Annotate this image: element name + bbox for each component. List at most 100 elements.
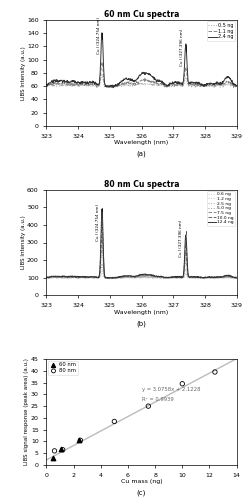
80 nm <box>52 447 56 455</box>
X-axis label: Wavelength (nm): Wavelength (nm) <box>114 140 169 145</box>
2.4 ng <box>94 79 97 85</box>
1.1 ng <box>94 82 97 88</box>
80 nm <box>180 380 184 388</box>
1.2 ng <box>172 274 175 280</box>
Line: 12.4 ng: 12.4 ng <box>46 209 237 278</box>
7.5 ng <box>235 275 238 281</box>
12.4 ng <box>189 274 192 280</box>
Title: 80 nm Cu spectra: 80 nm Cu spectra <box>104 180 179 188</box>
0.5 ng <box>45 82 48 88</box>
7.5 ng <box>172 274 175 280</box>
7.5 ng <box>94 274 97 280</box>
12.4 ng <box>173 274 175 280</box>
12.4 ng <box>45 274 48 280</box>
Line: 0.6 ng: 0.6 ng <box>46 274 237 278</box>
2.4 ng <box>189 80 192 86</box>
2.4 ng <box>158 78 161 84</box>
5.0 ng <box>94 274 97 280</box>
2.4 ng <box>112 84 114 90</box>
Y-axis label: LIBS Intensity (a.u.): LIBS Intensity (a.u.) <box>20 216 26 270</box>
0.6 ng <box>157 274 160 280</box>
5.0 ng <box>79 274 81 280</box>
Line: 7.5 ng: 7.5 ng <box>46 236 237 279</box>
1.1 ng <box>158 80 161 86</box>
1.1 ng <box>173 82 175 87</box>
1.1 ng <box>101 59 103 65</box>
Legend: 0.6 ng, 1.2 ng, 2.5 ng, 5.0 ng, 7.5 ng, 10.0 ng, 12.4 ng: 0.6 ng, 1.2 ng, 2.5 ng, 5.0 ng, 7.5 ng, … <box>207 191 235 226</box>
1.2 ng <box>235 274 238 280</box>
80 nm <box>213 368 217 376</box>
7.5 ng <box>45 274 48 280</box>
0.5 ng <box>94 82 97 88</box>
Text: R² = 0.9939: R² = 0.9939 <box>142 398 173 402</box>
2.4 ng <box>235 82 238 88</box>
10.0 ng <box>132 274 134 280</box>
1.1 ng <box>110 84 113 90</box>
7.5 ng <box>189 274 192 280</box>
10.0 ng <box>79 274 81 280</box>
2.4 ng <box>132 78 134 84</box>
60 nm <box>59 444 63 452</box>
1.1 ng <box>235 82 238 88</box>
60 nm <box>77 436 81 444</box>
0.6 ng <box>79 274 81 280</box>
Line: 0.5 ng: 0.5 ng <box>46 74 237 88</box>
1.2 ng <box>131 274 134 280</box>
0.5 ng <box>79 82 81 88</box>
2.5 ng <box>157 274 160 280</box>
5.0 ng <box>45 274 48 280</box>
80 nm <box>112 418 116 426</box>
2.4 ng <box>173 80 175 86</box>
2.5 ng <box>101 260 103 266</box>
10.0 ng <box>189 274 192 280</box>
0.5 ng <box>189 82 192 88</box>
12.4 ng <box>108 276 111 281</box>
1.2 ng <box>94 275 97 281</box>
1.2 ng <box>157 275 160 281</box>
12.4 ng <box>101 206 103 212</box>
0.5 ng <box>232 84 235 90</box>
0.5 ng <box>157 82 160 88</box>
7.5 ng <box>79 274 81 280</box>
0.6 ng <box>131 274 134 280</box>
0.6 ng <box>172 275 175 281</box>
10.0 ng <box>173 274 175 280</box>
0.6 ng <box>45 276 48 281</box>
2.5 ng <box>79 275 81 281</box>
10.0 ng <box>107 276 110 281</box>
Title: 60 nm Cu spectra: 60 nm Cu spectra <box>104 10 179 19</box>
0.5 ng <box>101 72 103 78</box>
2.5 ng <box>189 274 192 280</box>
12.4 ng <box>94 274 97 280</box>
0.6 ng <box>94 275 97 281</box>
1.1 ng <box>132 82 134 87</box>
5.0 ng <box>173 274 175 280</box>
1.1 ng <box>45 82 48 87</box>
10.0 ng <box>235 274 238 280</box>
Line: 2.5 ng: 2.5 ng <box>46 264 237 278</box>
2.5 ng <box>45 274 48 280</box>
Text: Cu I (324.754 nm): Cu I (324.754 nm) <box>96 204 100 240</box>
Legend: 0.5 ng, 1.1 ng, 2.4 ng: 0.5 ng, 1.1 ng, 2.4 ng <box>207 22 235 41</box>
Text: y = 3.0758x + 2.1228: y = 3.0758x + 2.1228 <box>142 387 200 392</box>
0.6 ng <box>189 274 192 280</box>
5.0 ng <box>235 274 238 280</box>
80 nm <box>78 436 82 444</box>
1.1 ng <box>189 82 192 87</box>
1.2 ng <box>101 268 104 274</box>
10.0 ng <box>45 274 48 280</box>
5.0 ng <box>189 274 192 280</box>
Text: Cu I (324.754 nm): Cu I (324.754 nm) <box>97 18 101 54</box>
1.2 ng <box>79 275 81 281</box>
10.0 ng <box>101 220 103 226</box>
12.4 ng <box>158 274 161 280</box>
Text: (b): (b) <box>137 320 146 326</box>
12.4 ng <box>132 274 134 280</box>
2.5 ng <box>172 275 175 281</box>
5.0 ng <box>158 274 161 280</box>
0.6 ng <box>235 274 238 280</box>
Line: 1.2 ng: 1.2 ng <box>46 272 237 278</box>
2.5 ng <box>131 274 134 280</box>
Line: 5.0 ng: 5.0 ng <box>46 250 237 278</box>
0.5 ng <box>131 81 134 87</box>
